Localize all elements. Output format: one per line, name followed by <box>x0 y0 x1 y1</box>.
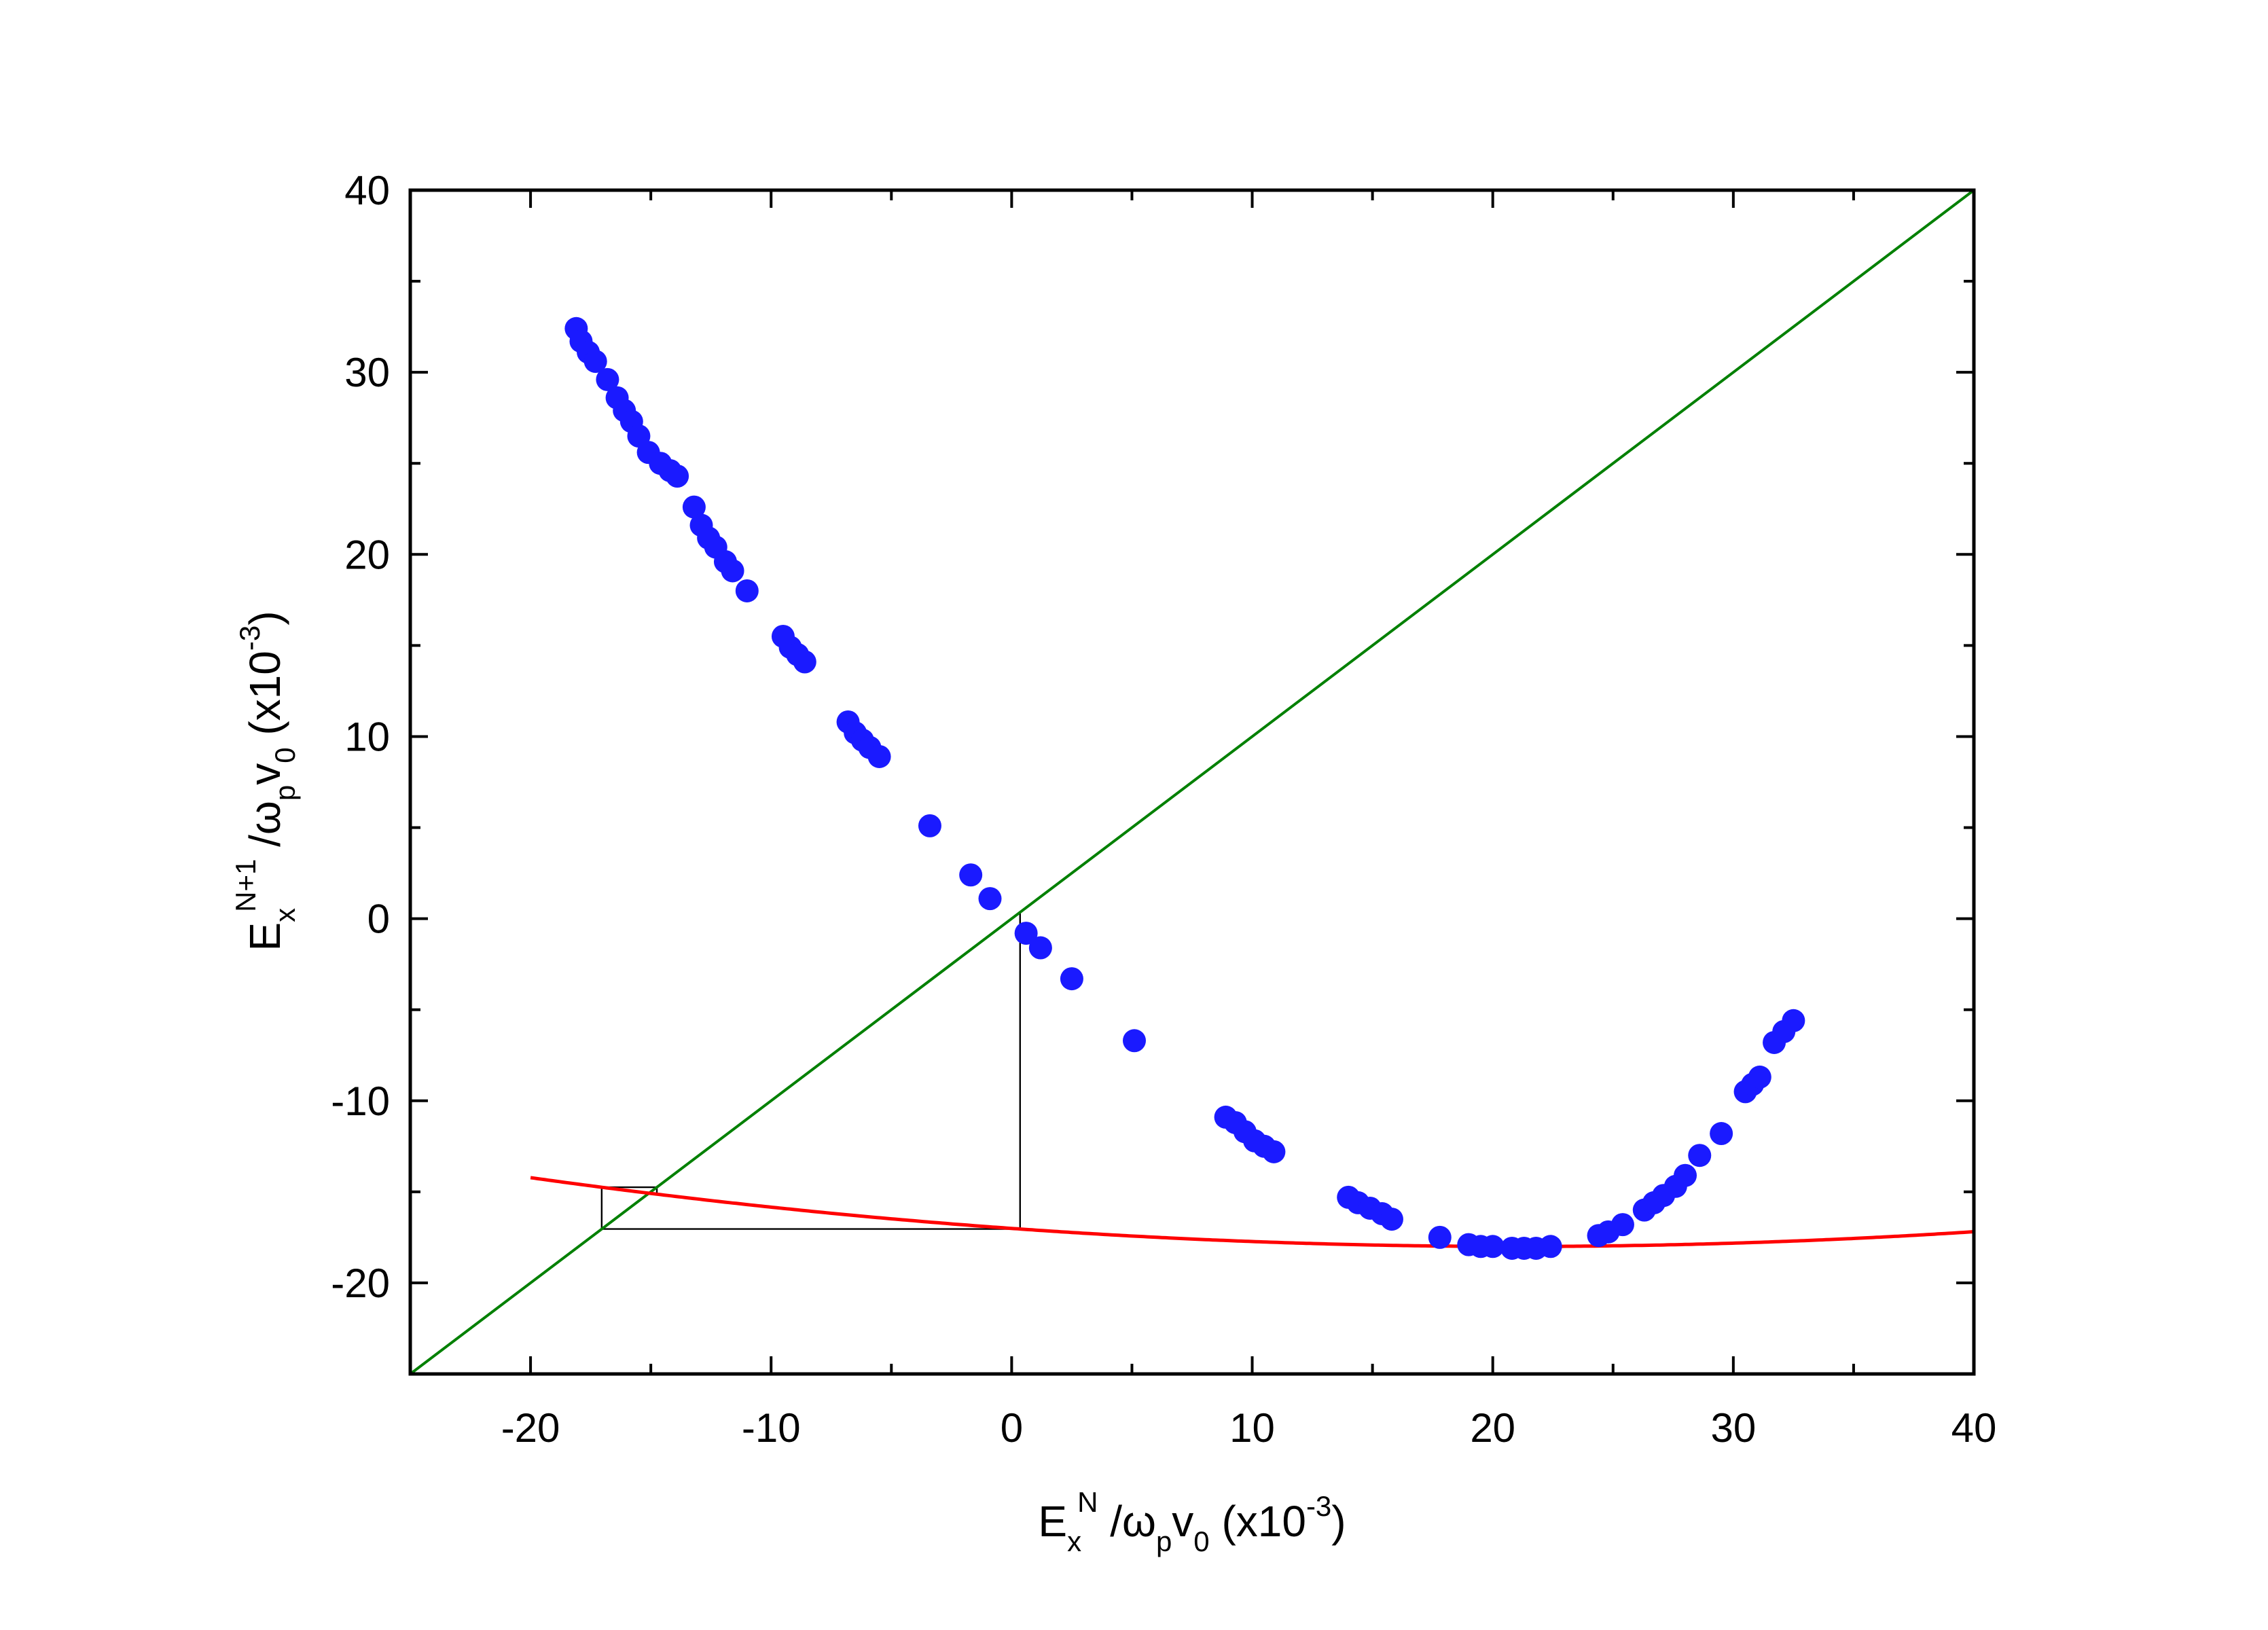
x-axis: -20 -10 0 10 20 30 40 <box>409 190 1997 1451</box>
data-point <box>1688 1144 1712 1167</box>
data-point <box>1014 922 1038 945</box>
data-point <box>1782 1009 1805 1032</box>
data-point <box>1028 936 1052 960</box>
y-tick-label: -10 <box>331 1079 390 1124</box>
data-point <box>1538 1235 1562 1258</box>
data-point <box>1060 967 1083 991</box>
x-tick-label: 40 <box>1951 1405 1997 1451</box>
y-axis-title: ExN+1 /ωpv0 (x10-3) <box>230 611 301 951</box>
y-axis: -20 -10 0 10 20 30 40 <box>331 168 1974 1375</box>
x-tick-label: 20 <box>1470 1405 1515 1451</box>
data-point <box>1710 1122 1733 1146</box>
x-axis-title: ExN /ωpv0 (x10-3) <box>1038 1486 1346 1557</box>
data-point <box>583 350 607 374</box>
plot-frame <box>408 188 1976 1376</box>
data-point <box>1428 1225 1452 1249</box>
y-tick-label: 40 <box>344 168 390 213</box>
data-point <box>1481 1235 1505 1258</box>
data-point <box>735 579 759 602</box>
y-tick-label: -20 <box>331 1261 390 1306</box>
data-point <box>1748 1065 1771 1089</box>
data-point <box>793 650 816 674</box>
x-tick-label: -20 <box>501 1405 560 1451</box>
scatter-series <box>564 316 1805 1260</box>
y-tick-label: 30 <box>344 350 390 395</box>
data-point <box>721 559 744 583</box>
diagonal-line <box>410 190 1974 1374</box>
data-point <box>1674 1163 1697 1187</box>
y-tick-label: 10 <box>344 714 390 759</box>
map-curve <box>530 1176 1974 1248</box>
x-tick-label: 30 <box>1710 1405 1756 1451</box>
map-curve-line <box>530 1176 1974 1248</box>
x-tick-label: 10 <box>1229 1405 1275 1451</box>
data-point <box>1610 1213 1634 1237</box>
data-point <box>596 367 619 391</box>
data-point <box>978 887 1002 911</box>
x-tick-label: 0 <box>1001 1405 1023 1451</box>
data-point <box>918 814 941 837</box>
data-point <box>867 744 891 768</box>
x-tick-label: -10 <box>742 1405 801 1451</box>
identity-diagonal <box>410 190 1974 1374</box>
data-point <box>666 465 689 488</box>
data-point <box>682 495 706 519</box>
data-point <box>1123 1029 1147 1053</box>
data-point <box>959 863 983 887</box>
data-point <box>1380 1208 1403 1231</box>
y-tick-label: 0 <box>367 896 390 942</box>
data-point <box>1262 1140 1286 1163</box>
y-tick-label: 20 <box>344 532 390 577</box>
